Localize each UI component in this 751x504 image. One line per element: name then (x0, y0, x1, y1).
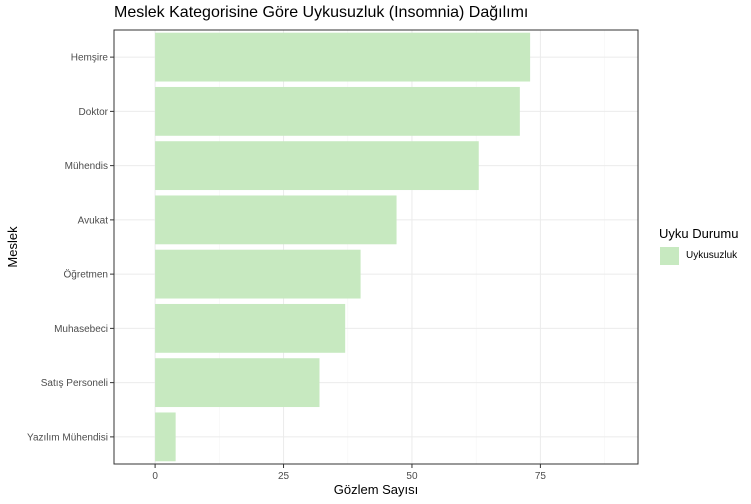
y-tick-label: Avukat (78, 215, 109, 226)
bar (155, 412, 176, 462)
y-tick-label: Satış Personeli (41, 378, 108, 389)
chart-title: Meslek Kategorisine Göre Uykusuzluk (Ins… (114, 4, 529, 21)
x-tick-label: 0 (152, 471, 158, 482)
bar (155, 86, 520, 136)
bar (155, 358, 320, 408)
y-tick-label: Öğretmen (64, 269, 108, 281)
x-tick-label: 25 (278, 471, 290, 482)
legend-label-uykusuzluk: Uykusuzluk (686, 250, 738, 261)
bar (155, 141, 479, 191)
bars (155, 32, 531, 462)
y-tick-label: Muhasebeci (54, 324, 108, 335)
panel-border (113, 29, 639, 465)
y-tick-label: Hemşire (71, 53, 109, 64)
x-tick-label: 50 (406, 471, 418, 482)
x-axis-title: Gözlem Sayısı (334, 482, 419, 497)
y-tick-label: Yazılım Mühendisi (27, 432, 108, 443)
bar (155, 249, 361, 299)
axes: Hemşire Doktor Mühendis Avukat Öğretmen Muhas… (27, 53, 546, 482)
y-tick-label: Doktor (79, 107, 109, 118)
bar (155, 32, 531, 82)
bar (155, 303, 346, 353)
bar (155, 195, 397, 245)
y-tick-label: Mühendis (65, 161, 108, 172)
legend-key-uykusuzluk (660, 247, 679, 265)
x-tick-label: 75 (535, 471, 547, 482)
y-axis-title: Meslek (5, 226, 20, 268)
legend-title: Uyku Durumu (659, 226, 739, 241)
